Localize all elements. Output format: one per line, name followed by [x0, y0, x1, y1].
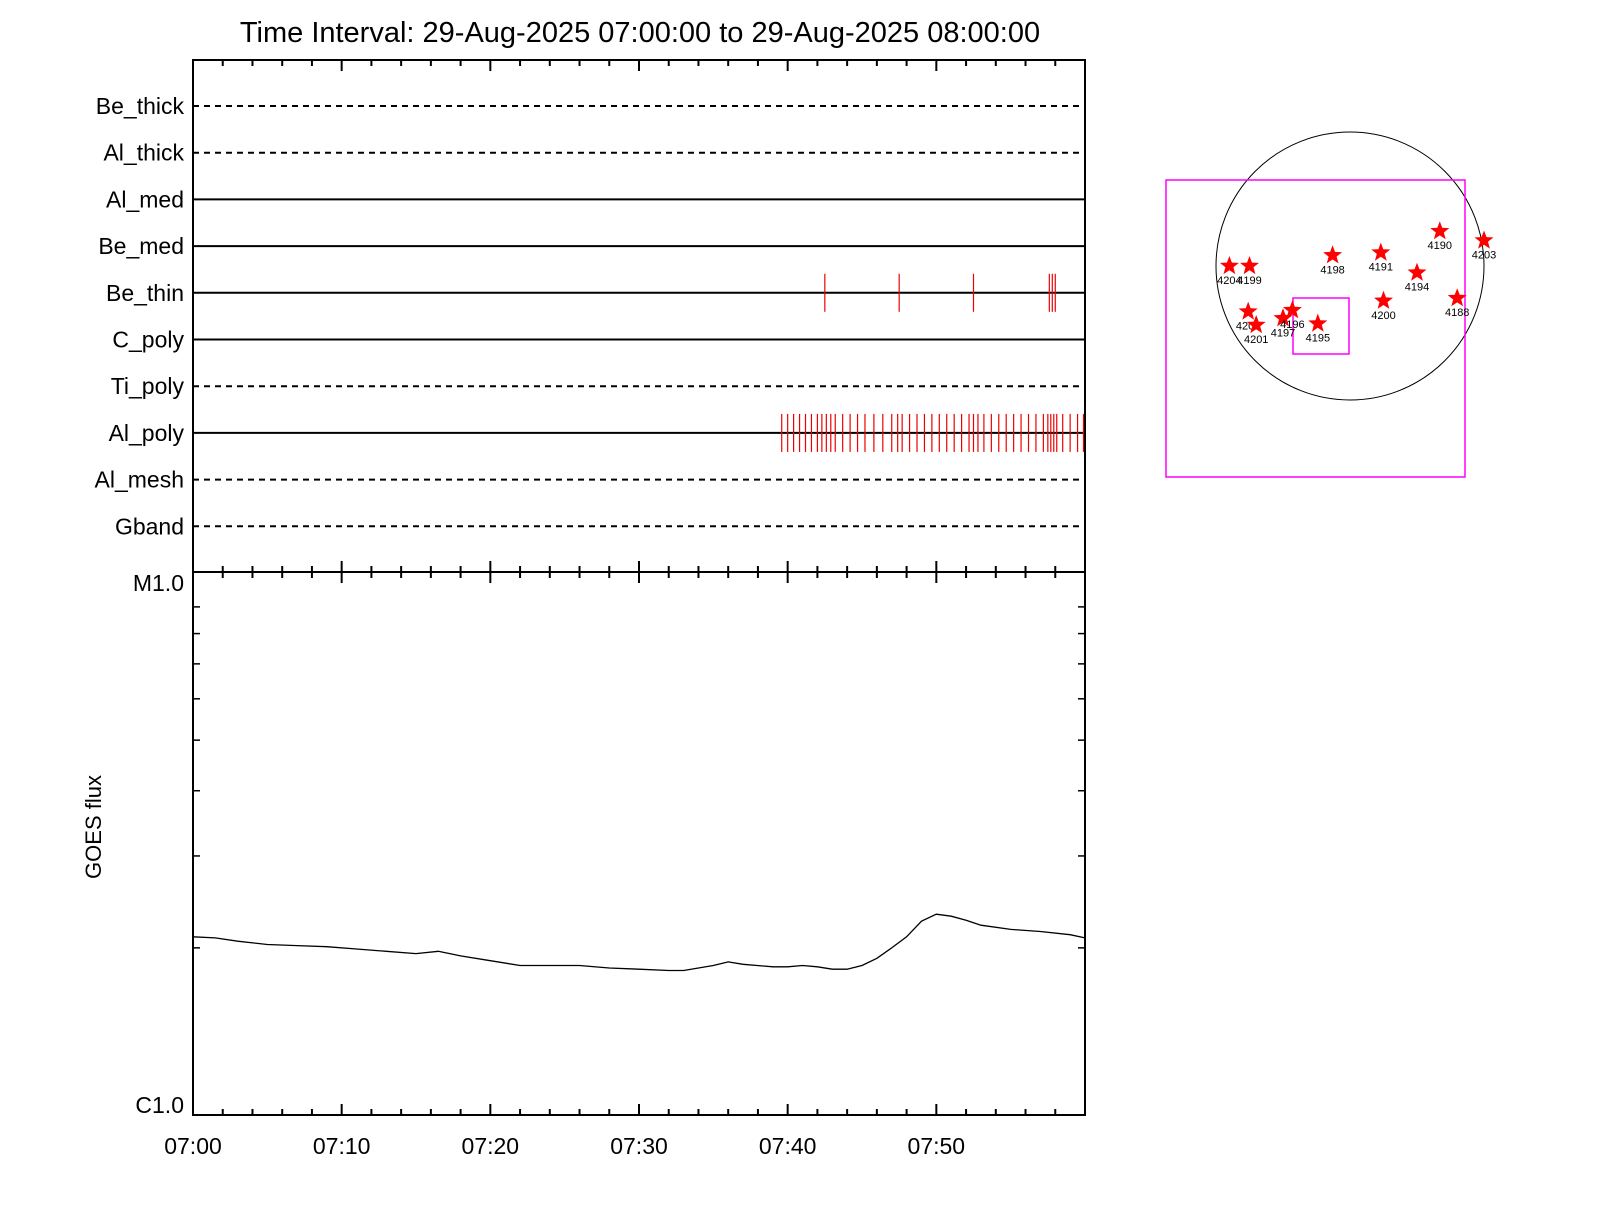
y-axis-label: GOES flux — [81, 775, 106, 879]
region-label: 4200 — [1371, 310, 1395, 322]
region-label: 4204 — [1217, 275, 1241, 287]
channel-label: Be_med — [98, 233, 184, 259]
region-label: 4190 — [1428, 240, 1452, 252]
solar-disk — [1215, 131, 1485, 401]
flux-panel-frame — [192, 571, 1086, 1116]
x-tick-label: 07:30 — [610, 1133, 668, 1159]
channel-label: Al_poly — [109, 420, 185, 446]
region-marker — [1240, 256, 1259, 275]
region-label: 4201 — [1244, 334, 1268, 346]
y-tick-label: M1.0 — [133, 570, 184, 596]
channel-label: Be_thin — [106, 280, 184, 306]
region-label: 4197 — [1271, 327, 1295, 339]
chart-title: Time Interval: 29-Aug-2025 07:00:00 to 2… — [240, 17, 1040, 49]
channel-label: Al_med — [106, 186, 184, 212]
region-marker — [1407, 262, 1427, 281]
y-tick-label: C1.0 — [135, 1092, 184, 1118]
region-marker — [1273, 308, 1293, 327]
region-label: 4188 — [1445, 307, 1469, 319]
channel-label: C_poly — [112, 327, 184, 353]
region-label: 4203 — [1472, 250, 1496, 262]
region-marker — [1474, 230, 1494, 249]
region-label: 4195 — [1306, 333, 1330, 345]
region-marker — [1246, 315, 1266, 334]
field-of-view-box — [1165, 179, 1466, 478]
x-tick-labels: 07:00 07:10 07:20 07:30 07:40 07:50 — [164, 1133, 965, 1159]
x-tick-label: 07:10 — [313, 1133, 371, 1159]
region-marker — [1447, 288, 1467, 307]
region-marker — [1430, 221, 1450, 240]
x-tick-label: 07:00 — [164, 1133, 222, 1159]
region-marker — [1282, 300, 1302, 319]
region-label: 4199 — [1237, 275, 1261, 287]
region-marker — [1219, 256, 1239, 275]
region-label: 4198 — [1320, 264, 1344, 276]
region-label: 4196 — [1280, 319, 1304, 331]
goes-flux-line — [192, 913, 1086, 972]
channel-label: Be_thick — [96, 93, 185, 119]
channel-panel: Be_thick Al_thick Al_med Be_med Be_thin C_pol… — [95, 59, 1086, 573]
region-marker — [1323, 245, 1343, 264]
goes-flux-panel: M1.0 C1.0 — [133, 570, 1086, 1118]
region-label: 4194 — [1405, 282, 1429, 294]
channel-label: Al_thick — [103, 140, 184, 166]
x-tick-label: 07:50 — [908, 1133, 966, 1159]
x-tick-label: 07:20 — [462, 1133, 520, 1159]
region-marker — [1371, 242, 1391, 261]
channel-label: Gband — [115, 513, 184, 539]
region-marker — [1374, 290, 1393, 309]
region-marker — [1238, 301, 1258, 320]
region-marker — [1308, 313, 1328, 332]
channel-panel-frame — [192, 59, 1086, 573]
channel-label: Ti_poly — [111, 373, 185, 399]
channel-label: Al_mesh — [95, 467, 184, 493]
x-tick-label: 07:40 — [759, 1133, 817, 1159]
region-label: 4191 — [1369, 262, 1393, 274]
flare-box — [1292, 297, 1350, 355]
